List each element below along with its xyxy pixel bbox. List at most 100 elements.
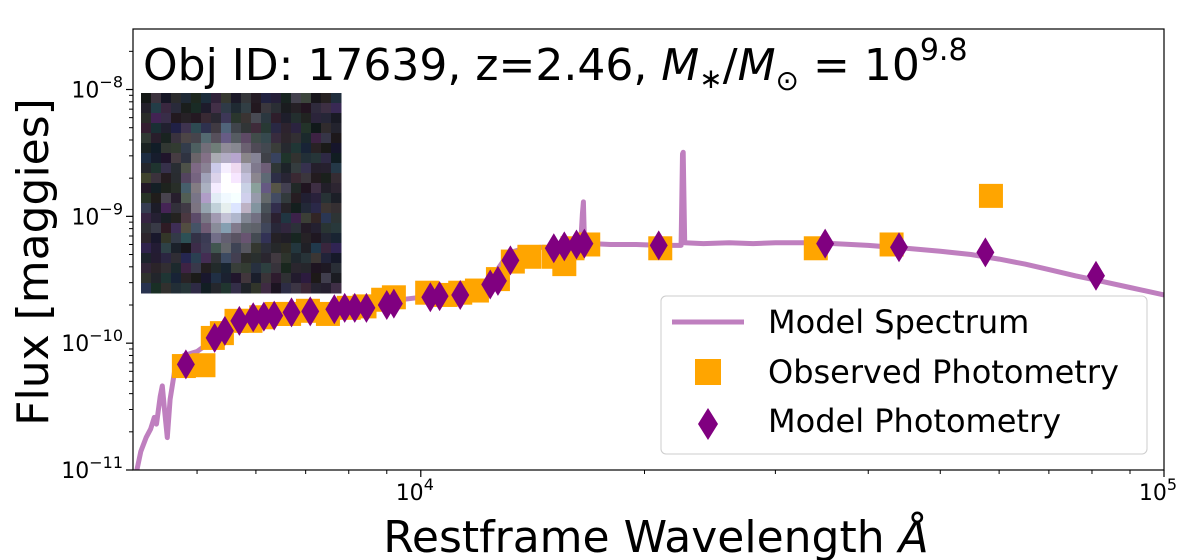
model-photometry-series — [176, 228, 1105, 380]
cutout-pixel — [241, 103, 252, 114]
cutout-pixel — [141, 93, 152, 104]
cutout-pixel — [281, 153, 292, 164]
cutout-pixel — [321, 93, 332, 104]
cutout-pixel — [241, 183, 252, 194]
cutout-pixel — [141, 103, 152, 114]
cutout-pixel — [231, 233, 242, 244]
cutout-pixel — [191, 173, 202, 184]
legend-label: Model Photometry — [768, 402, 1061, 440]
cutout-pixel — [311, 123, 322, 134]
cutout-pixel — [251, 223, 262, 234]
cutout-pixel — [321, 143, 332, 154]
cutout-pixel — [321, 233, 332, 244]
model-photometry-point — [1086, 260, 1105, 291]
cutout-pixel — [141, 193, 152, 204]
cutout-pixel — [241, 263, 252, 274]
model-photometry-point — [244, 302, 263, 333]
model-photometry-point — [976, 237, 995, 268]
cutout-pixel — [151, 243, 162, 254]
cutout-pixel — [141, 153, 152, 164]
y-tick-base: 10 — [61, 459, 89, 484]
cutout-pixel — [321, 113, 332, 124]
cutout-pixel — [251, 153, 262, 164]
cutout-pixel — [281, 273, 292, 284]
cutout-pixel — [161, 133, 172, 144]
cutout-pixel — [151, 213, 162, 224]
cutout-pixel — [221, 123, 232, 134]
cutout-pixel — [141, 203, 152, 214]
model-photometry-point — [282, 297, 301, 328]
cutout-pixel — [281, 113, 292, 124]
cutout-pixel — [141, 143, 152, 154]
cutout-pixel — [321, 123, 332, 134]
cutout-pixel — [331, 233, 342, 244]
cutout-pixel — [151, 203, 162, 214]
cutout-pixel — [321, 213, 332, 224]
cutout-pixel — [251, 163, 262, 174]
cutout-pixel — [141, 163, 152, 174]
cutout-pixel — [331, 173, 342, 184]
cutout-pixel — [251, 203, 262, 214]
cutout-pixel — [171, 233, 182, 244]
cutout-pixel — [181, 223, 192, 234]
cutout-pixel — [161, 103, 172, 114]
cutout-pixel — [221, 253, 232, 264]
cutout-pixel — [221, 223, 232, 234]
x-axis-label-text: Restframe Wavelength — [383, 512, 898, 560]
cutout-pixel — [321, 263, 332, 274]
model-photometry-point — [501, 245, 520, 276]
cutout-pixel — [201, 263, 212, 274]
cutout-pixel — [291, 173, 302, 184]
observed-photometry-point — [191, 353, 216, 378]
cutout-pixel — [311, 263, 322, 274]
observed-photometry-point — [517, 244, 542, 269]
cutout-pixel — [211, 113, 222, 124]
chart-title-math-exp: 9.8 — [920, 33, 968, 68]
cutout-pixel — [251, 253, 262, 264]
cutout-pixel — [161, 183, 172, 194]
cutout-pixel — [231, 273, 242, 284]
cutout-pixel — [171, 173, 182, 184]
cutout-pixel — [201, 203, 212, 214]
cutout-pixel — [171, 143, 182, 154]
cutout-pixel — [241, 173, 252, 184]
cutout-pixel — [271, 123, 282, 134]
model-photometry-point — [357, 292, 376, 323]
cutout-pixel — [201, 183, 212, 194]
cutout-pixel — [291, 233, 302, 244]
cutout-pixel — [151, 283, 162, 294]
model-photometry-point — [254, 301, 273, 332]
cutout-pixel — [281, 183, 292, 194]
cutout-pixel — [171, 253, 182, 264]
cutout-pixel — [201, 123, 212, 134]
cutout-pixel — [171, 273, 182, 284]
cutout-pixel — [331, 133, 342, 144]
x-tick-base: 10 — [396, 481, 424, 506]
cutout-pixel — [211, 233, 222, 244]
cutout-pixel — [241, 193, 252, 204]
cutout-pixel — [211, 93, 222, 104]
model-photometry-point — [430, 281, 449, 312]
cutout-pixel — [231, 113, 242, 124]
cutout-pixel — [191, 93, 202, 104]
cutout-pixel — [281, 133, 292, 144]
cutout-pixel — [161, 253, 172, 264]
cutout-pixel — [311, 193, 322, 204]
cutout-pixel — [181, 113, 192, 124]
cutout-pixel — [231, 253, 242, 264]
cutout-pixel — [161, 93, 172, 104]
cutout-pixel — [191, 263, 202, 274]
cutout-pixel — [181, 93, 192, 104]
cutout-pixel — [221, 143, 232, 154]
y-tick-label: 10−8 — [71, 73, 123, 104]
cutout-pixel — [211, 203, 222, 214]
cutout-pixel — [321, 223, 332, 234]
cutout-pixel — [311, 143, 322, 154]
cutout-pixel — [251, 93, 262, 104]
cutout-pixel — [231, 133, 242, 144]
cutout-pixel — [171, 103, 182, 114]
cutout-pixel — [291, 223, 302, 234]
cutout-pixel — [301, 233, 312, 244]
cutout-pixel — [261, 253, 272, 264]
